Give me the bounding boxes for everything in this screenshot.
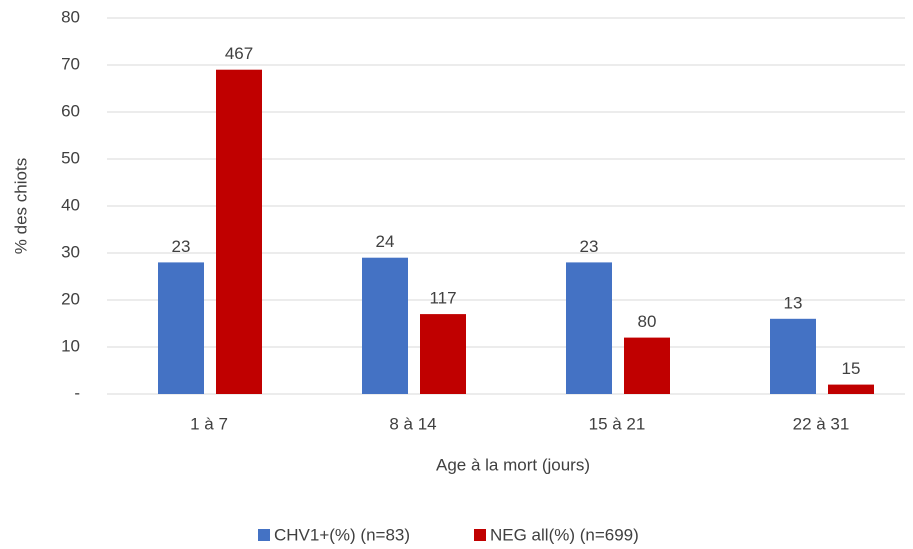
- bar-annotation: 23: [580, 237, 599, 256]
- bar-annotation: 467: [225, 44, 253, 63]
- bar: [624, 337, 670, 394]
- bar: [362, 257, 408, 394]
- bar: [770, 318, 816, 394]
- legend-label: NEG all(%) (n=699): [490, 525, 639, 544]
- y-tick-label: 80: [61, 7, 80, 26]
- y-tick-label: 40: [61, 195, 80, 214]
- bar: [828, 384, 874, 394]
- bar-annotation: 13: [784, 293, 803, 312]
- bar: [566, 262, 612, 394]
- y-axis-title: % des chiots: [11, 158, 30, 254]
- y-tick-label: 60: [61, 101, 80, 120]
- x-tick-label: 8 à 14: [389, 414, 436, 433]
- x-axis-title: Age à la mort (jours): [436, 455, 590, 474]
- bar-annotation: 117: [429, 289, 456, 308]
- bar: [216, 69, 262, 394]
- y-tick-label: -: [74, 383, 80, 402]
- bar-annotation: 15: [842, 359, 861, 378]
- x-tick-label: 1 à 7: [190, 414, 228, 433]
- bar-annotation: 80: [638, 312, 657, 331]
- x-tick-label: 15 à 21: [589, 414, 646, 433]
- bar: [420, 314, 466, 394]
- bar: [158, 262, 204, 394]
- legend-swatch: [474, 529, 486, 541]
- y-tick-label: 30: [61, 242, 80, 261]
- bar-annotation: 23: [172, 237, 191, 256]
- legend-swatch: [258, 529, 270, 541]
- y-tick-label: 50: [61, 148, 80, 167]
- legend-label: CHV1+(%) (n=83): [274, 525, 410, 544]
- x-tick-label: 22 à 31: [793, 414, 850, 433]
- y-tick-label: 10: [61, 336, 80, 355]
- bar-annotation: 24: [376, 232, 395, 251]
- y-tick-label: 70: [61, 54, 80, 73]
- y-tick-label: 20: [61, 289, 80, 308]
